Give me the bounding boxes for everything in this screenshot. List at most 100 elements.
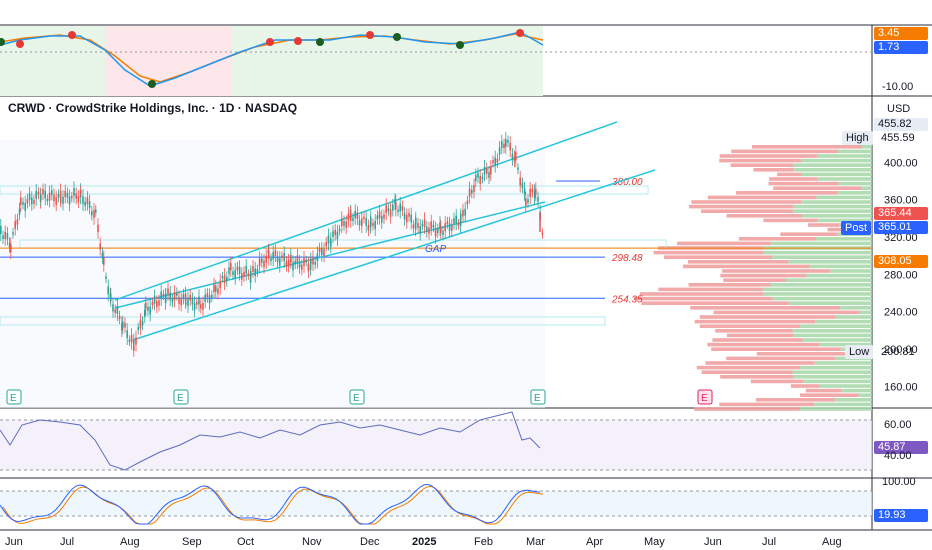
candle-body xyxy=(509,142,511,151)
osc-cross-dot-4 xyxy=(266,38,274,46)
candle-body xyxy=(415,217,417,225)
vp-down-bar xyxy=(780,232,837,236)
vp-up-bar xyxy=(862,145,872,149)
post-label: Post xyxy=(841,221,872,235)
candle-body xyxy=(48,192,51,201)
candle-body xyxy=(24,202,26,211)
chart-title: CRWD · CrowdStrike Holdings, Inc. · 1D ·… xyxy=(8,101,298,115)
candle-body xyxy=(479,175,481,184)
candle-body xyxy=(198,296,200,305)
vp-up-bar xyxy=(834,398,872,402)
candle-body xyxy=(110,294,112,301)
candle-body xyxy=(397,209,399,213)
candle-body xyxy=(298,261,301,268)
candle-body xyxy=(158,300,160,306)
candle-body xyxy=(401,205,404,211)
candle-body xyxy=(31,197,33,205)
candle-body xyxy=(228,267,230,274)
candle-body xyxy=(403,213,406,220)
vp-down-bar xyxy=(738,237,817,241)
candle-body xyxy=(62,196,64,204)
vp-down-bar xyxy=(639,292,764,296)
candle-body xyxy=(232,271,234,276)
candle-body xyxy=(529,188,531,197)
candle-body xyxy=(86,197,89,205)
candle-body xyxy=(223,275,226,284)
candle-body xyxy=(385,205,387,214)
candle-body xyxy=(14,221,16,229)
candle-body xyxy=(383,214,385,219)
candle-body xyxy=(250,271,252,277)
candle-body xyxy=(394,198,396,205)
vp-down-bar xyxy=(663,255,773,259)
candle-body xyxy=(444,223,446,232)
candle-body xyxy=(477,172,479,178)
vp-down-bar xyxy=(763,218,818,223)
candle-body xyxy=(245,265,247,274)
vp-up-bar xyxy=(838,181,872,186)
candle-body xyxy=(184,293,187,302)
candle-body xyxy=(145,302,147,310)
candle-body xyxy=(389,209,392,217)
candle-body xyxy=(156,301,158,308)
candle-body xyxy=(430,221,432,229)
earnings-marker-3 xyxy=(530,389,546,405)
candle-body xyxy=(268,250,270,259)
candle-body xyxy=(437,228,439,233)
candle-body xyxy=(421,223,424,227)
candle-body xyxy=(281,255,283,258)
candle-body xyxy=(191,298,194,305)
candle-body xyxy=(498,147,501,155)
channel-upper xyxy=(114,121,618,301)
vp-up-bar xyxy=(803,379,872,384)
candle-body xyxy=(160,291,162,300)
candle-body xyxy=(356,212,359,219)
x-tick-6: Dec xyxy=(360,536,380,548)
candle-body xyxy=(97,224,99,233)
rsi-line xyxy=(0,411,541,471)
candle-body xyxy=(200,304,202,309)
candle-body xyxy=(33,199,35,205)
candle-body xyxy=(18,208,21,215)
vp-down-bar xyxy=(752,145,862,149)
candle-body xyxy=(189,294,191,301)
candle-body xyxy=(173,292,176,301)
candle-body xyxy=(193,303,196,311)
candle-body xyxy=(336,231,339,240)
candle-body xyxy=(247,273,250,276)
x-tick-0: Jun xyxy=(5,536,23,548)
currency-label[interactable]: USD xyxy=(887,103,911,115)
high-label: High xyxy=(842,131,873,145)
vp-up-bar xyxy=(792,370,872,374)
vp-down-bar xyxy=(726,356,836,361)
vp-down-bar xyxy=(719,402,815,407)
candle-body xyxy=(20,197,22,205)
vp-down-bar xyxy=(753,168,794,172)
vp-up-bar xyxy=(819,342,872,347)
candle-body xyxy=(167,288,169,295)
level-label-3: GAP xyxy=(425,244,446,255)
candle-body xyxy=(265,255,267,263)
osc-cross-dot-1 xyxy=(16,40,24,48)
y-tick-240: 240.00 xyxy=(884,307,918,319)
candle-body xyxy=(417,223,419,229)
candle-body xyxy=(77,196,80,203)
candle-body xyxy=(16,219,19,225)
candle-body xyxy=(126,330,128,339)
candle-body xyxy=(325,242,327,247)
x-tick-11: May xyxy=(644,536,665,548)
candle-body xyxy=(464,208,466,216)
candle-body xyxy=(521,183,524,188)
vp-up-bar xyxy=(788,260,872,264)
y-tick-360: 360.00 xyxy=(884,195,918,207)
candle-body xyxy=(241,273,243,280)
vp-down-bar xyxy=(699,324,801,328)
candle-body xyxy=(206,293,209,298)
candle-body xyxy=(130,335,133,343)
candle-body xyxy=(350,212,352,221)
vp-up-bar xyxy=(799,407,872,411)
candle-body xyxy=(122,321,124,329)
candle-body xyxy=(419,225,421,234)
